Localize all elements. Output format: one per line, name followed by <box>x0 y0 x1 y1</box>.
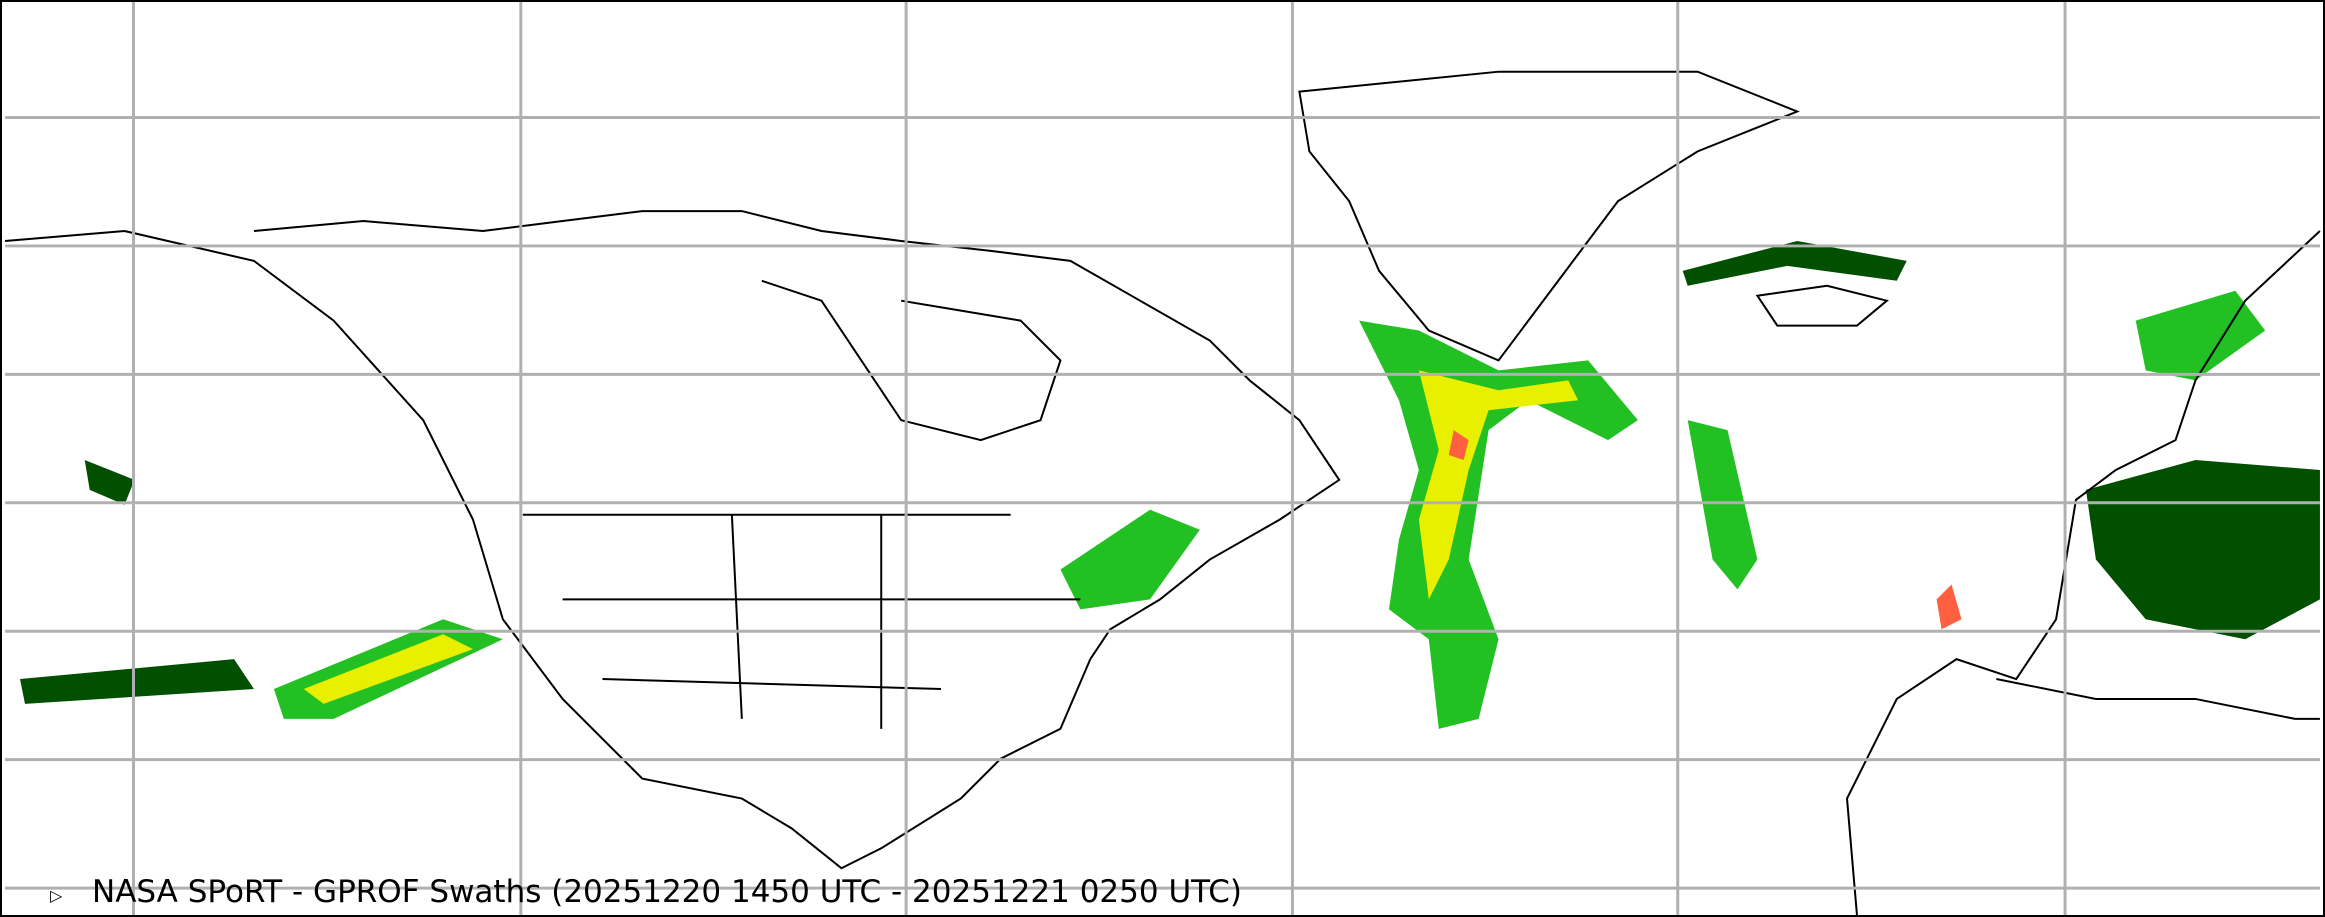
coastline-iceland <box>1755 284 1889 327</box>
precip-swath-mid-atlantic <box>1687 420 1758 590</box>
coastline-north-america <box>4 210 1341 870</box>
precipitation-swaths <box>20 240 2320 729</box>
precip-area-europe <box>2085 459 2320 640</box>
map-caption: NASA SPoRT - GPROF Swaths (20251220 1450… <box>92 874 1242 910</box>
graticule <box>5 2 2320 915</box>
precip-swath-pacific-core <box>303 634 474 704</box>
precip-cell-mediterranean <box>1936 584 1962 630</box>
precip-area-northeast-us <box>1060 509 1200 610</box>
precip-swath-atlantic <box>1359 320 1638 729</box>
precip-swath-north-atlantic <box>1682 240 1907 286</box>
precip-patch-pacific <box>84 459 135 505</box>
coastline-africa <box>1996 678 2320 720</box>
precip-swath-atlantic-core <box>1418 370 1579 600</box>
precip-area-scandinavia <box>2135 290 2266 381</box>
coastline-greenland <box>1298 70 1800 362</box>
coastline-hudson-bay <box>761 279 1062 442</box>
triangle-right-outline-icon: ▷ <box>50 886 63 905</box>
coastline-europe <box>1845 230 2321 915</box>
country-borders-us <box>522 513 1081 729</box>
coastlines <box>4 70 2321 915</box>
precip-swath-pacific <box>20 659 254 704</box>
precip-cell-atlantic <box>1448 430 1469 460</box>
